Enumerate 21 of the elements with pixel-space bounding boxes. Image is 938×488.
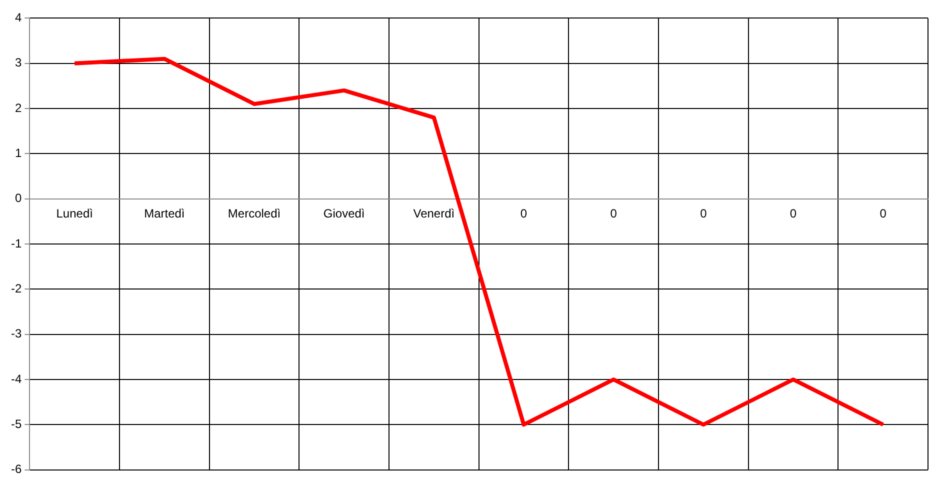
x-tick-label: Venerdì xyxy=(413,206,455,220)
x-tick-label: 0 xyxy=(520,206,528,220)
y-tick-label: -4 xyxy=(11,372,22,386)
x-tick-label: 0 xyxy=(700,206,708,220)
x-tick-label: 0 xyxy=(790,206,797,220)
x-tick-label: 0 xyxy=(880,206,887,220)
y-tick-label: 4 xyxy=(14,10,22,25)
x-tick-label: Mercoledì xyxy=(228,206,281,220)
y-tick-label: -5 xyxy=(11,416,22,431)
y-tick-label: 3 xyxy=(14,56,22,70)
y-tick-label: -1 xyxy=(11,236,22,250)
y-tick-label: 1 xyxy=(14,146,22,160)
y-tick-label: -2 xyxy=(11,281,22,296)
x-tick-label: Lunedì xyxy=(56,206,93,220)
x-tick-label: Giovedì xyxy=(323,206,365,220)
y-tick-label: 2 xyxy=(14,100,22,115)
y-tick-label: -6 xyxy=(11,462,22,476)
x-tick-label: Martedì xyxy=(144,206,185,220)
x-tick-label: 0 xyxy=(610,206,618,220)
y-tick-label: -3 xyxy=(11,326,22,341)
y-tick-label: 0 xyxy=(14,191,22,206)
